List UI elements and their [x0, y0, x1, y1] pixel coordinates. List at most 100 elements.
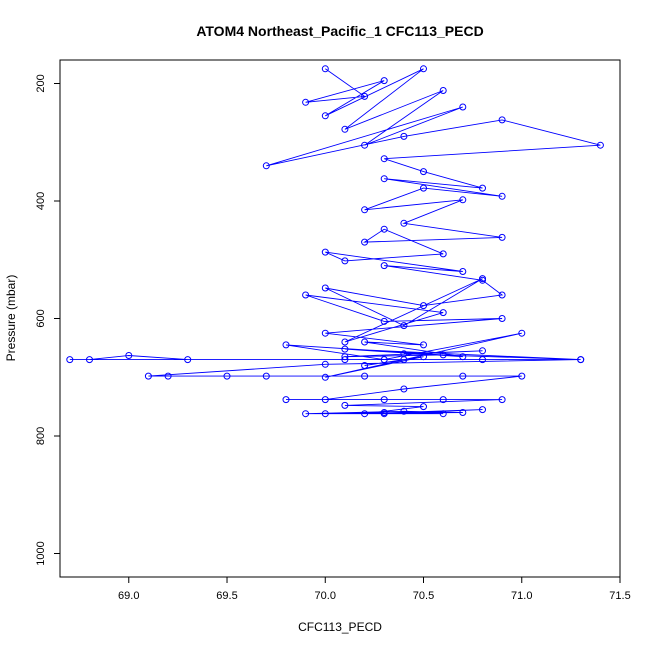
y-tick-label: 800 — [35, 427, 47, 445]
data-point — [439, 410, 447, 418]
data-point — [321, 360, 329, 368]
data-point — [420, 341, 427, 349]
data-point — [479, 275, 486, 283]
y-axis: 200 400 600 800 1000 — [35, 74, 60, 566]
data-point — [380, 409, 388, 416]
data-point — [125, 352, 133, 359]
data-point — [302, 410, 310, 418]
data-point — [321, 284, 329, 292]
x-axis-label: CFC113_PECD — [298, 620, 382, 634]
data-point — [361, 338, 369, 346]
data-point — [439, 309, 447, 317]
data-point — [400, 322, 408, 330]
data-point — [144, 372, 152, 380]
series-line — [69, 68, 601, 415]
x-tick-label: 71.5 — [609, 590, 630, 602]
data-point — [439, 396, 447, 404]
x-tick-label: 70.0 — [315, 590, 336, 602]
data-point — [498, 291, 506, 299]
data-point — [361, 206, 369, 214]
data-point — [380, 396, 388, 404]
data-point — [321, 248, 329, 256]
data-point — [361, 141, 369, 149]
data-point — [498, 315, 506, 322]
data-point — [400, 385, 408, 393]
data-point — [223, 372, 231, 380]
data-point — [400, 407, 408, 415]
data-point — [459, 103, 467, 111]
data-point — [459, 196, 467, 204]
data-point — [498, 396, 506, 404]
x-tick-label: 69.5 — [216, 590, 237, 602]
data-point — [361, 362, 369, 369]
x-tick-label: 70.5 — [413, 590, 434, 602]
x-axis: 69.0 69.5 70.0 70.5 71.0 71.5 — [118, 577, 631, 602]
data-point — [439, 250, 447, 258]
y-tick-label: 200 — [35, 74, 47, 92]
data-point — [361, 238, 369, 246]
data-point — [518, 329, 526, 337]
data-point — [400, 132, 408, 140]
data-point — [262, 162, 270, 170]
data-point — [518, 372, 526, 380]
x-tick-label: 71.0 — [511, 590, 532, 602]
plot-area — [66, 65, 604, 418]
data-point — [184, 356, 192, 364]
y-axis-label: Pressure (mbar) — [4, 275, 18, 362]
data-point — [66, 356, 74, 364]
series-group — [66, 65, 604, 418]
chart-title: ATOM4 Northeast_Pacific_1 CFC113_PECD — [196, 23, 483, 39]
data-point — [341, 338, 349, 346]
data-point — [400, 219, 408, 227]
data-point — [459, 353, 467, 361]
data-point — [498, 116, 506, 124]
data-point — [321, 373, 329, 381]
data-point — [577, 356, 585, 364]
data-point — [341, 345, 349, 353]
data-point — [321, 112, 329, 120]
data-point — [361, 92, 369, 100]
data-point — [380, 155, 388, 163]
data-point — [479, 406, 486, 414]
y-tick-label: 600 — [35, 309, 47, 327]
data-point — [479, 356, 486, 364]
data-point — [361, 410, 369, 418]
data-point — [380, 262, 388, 270]
data-point — [420, 65, 427, 73]
data-point — [459, 372, 467, 380]
data-point — [262, 372, 270, 380]
data-point — [420, 403, 427, 411]
data-point — [459, 409, 467, 416]
data-point — [380, 225, 388, 233]
data-point — [86, 356, 93, 364]
data-point — [302, 291, 310, 299]
data-point — [341, 125, 349, 133]
data-point — [439, 351, 447, 359]
data-point — [420, 302, 427, 310]
data-point — [459, 268, 467, 275]
data-point — [321, 65, 329, 73]
data-point — [420, 168, 427, 176]
data-point — [380, 356, 388, 364]
data-point — [420, 353, 427, 361]
x-tick-label: 69.0 — [118, 590, 139, 602]
data-point — [341, 353, 349, 361]
data-point — [400, 356, 408, 364]
y-tick-label: 1000 — [35, 541, 47, 565]
data-point — [302, 98, 310, 106]
data-point — [282, 396, 290, 404]
data-point — [380, 77, 388, 85]
y-tick-label: 400 — [35, 192, 47, 210]
data-point — [380, 175, 388, 183]
data-point — [282, 341, 290, 349]
data-point — [321, 396, 329, 404]
data-point — [341, 257, 349, 265]
data-point — [420, 184, 427, 192]
data-point — [321, 329, 329, 337]
data-point — [164, 372, 172, 380]
data-point — [596, 141, 604, 149]
data-point — [479, 184, 486, 192]
data-point — [498, 233, 506, 241]
